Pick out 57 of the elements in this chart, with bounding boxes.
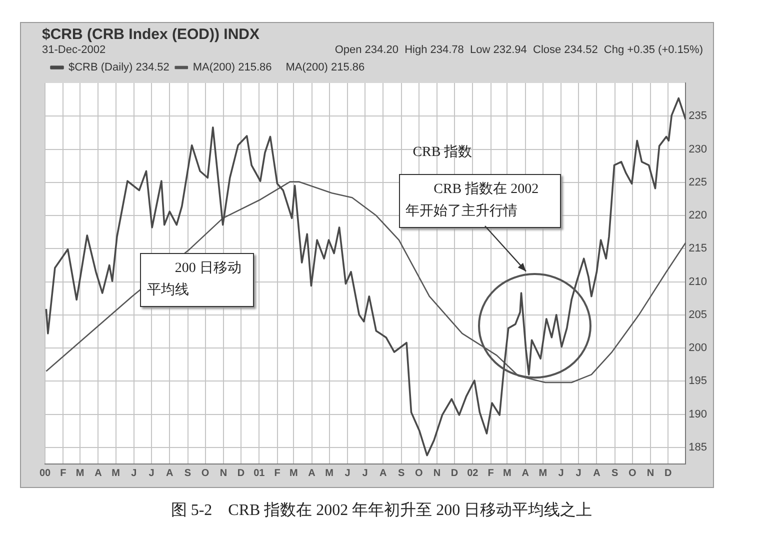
x-tick-label: F (274, 468, 280, 479)
y-tick-label: 230 (688, 143, 708, 156)
x-tick-label: A (380, 468, 387, 479)
x-tick-label: A (522, 468, 529, 479)
x-tick-label: 00 (39, 468, 51, 479)
y-tick-label: 205 (688, 308, 708, 321)
x-tick-label: M (112, 468, 120, 479)
x-tick-label: J (344, 468, 350, 479)
x-tick-label: A (593, 468, 600, 479)
annotation: CRB 指数 (412, 144, 472, 162)
x-tick-label: A (94, 468, 102, 479)
text: Open 234.20 High 234.78 Low 232.94 Close 234.52 Chg +0.35 (+0.15%) (334, 44, 703, 56)
x-tick-label: J (131, 468, 137, 479)
legend-label: $CRB (Daily) 234.52 (68, 62, 170, 74)
x-tick-label: J (362, 468, 368, 479)
x-tick-label: O (414, 468, 423, 479)
x-tick-label: S (184, 468, 192, 479)
x-tick-label: N (220, 468, 228, 479)
x-tick-label: O (201, 468, 210, 479)
chart-title: $CRB (CRB Index (EOD)) INDX (42, 26, 260, 43)
x-tick-label: J (576, 468, 582, 479)
x-tick-label: M (503, 468, 512, 479)
y-tick-label: 210 (688, 276, 708, 288)
x-tick-label: D (450, 468, 458, 479)
text: MA(200) 215.86 (286, 62, 365, 74)
y-tick-label: 215 (688, 242, 708, 255)
x-tick-label: D (237, 468, 245, 479)
x-tick-label: A (308, 468, 316, 479)
chart-subtitle: 31-Dec-2002 (42, 44, 106, 56)
x-tick-label: M (289, 468, 298, 479)
y-tick-label: 200 (688, 342, 708, 354)
legend-label: MA(200) 215.86 (192, 62, 272, 74)
x-tick-label: A (166, 468, 174, 479)
x-tick-label: D (664, 468, 672, 479)
x-tick-label: 01 (254, 468, 266, 479)
annotation: 200 日移动平均线 (140, 252, 254, 307)
x-tick-label: S (612, 468, 619, 479)
x-tick-label: O (628, 468, 637, 479)
x-tick-label: S (398, 468, 405, 479)
x-tick-label: F (488, 468, 494, 479)
y-tick-label: 220 (688, 210, 708, 222)
x-tick-label: M (325, 468, 334, 479)
y-tick-label: 195 (688, 375, 708, 388)
x-tick-label: J (558, 468, 564, 479)
caption: 图 5-2 CRB 指数在 2002 年年初升至 200 日移动平均线之上 (170, 500, 594, 521)
x-tick-label: N (433, 468, 441, 479)
y-tick-label: 225 (688, 176, 708, 188)
x-tick-label: J (148, 468, 154, 479)
y-tick-label: 185 (688, 441, 708, 454)
y-tick-label: 190 (688, 408, 708, 420)
x-tick-label: M (76, 468, 84, 479)
x-tick-label: M (538, 468, 548, 479)
x-tick-label: F (60, 468, 66, 479)
x-tick-label: N (646, 468, 654, 479)
x-tick-label: 02 (467, 468, 479, 479)
annotation: CRB 指数在 2002 年开始了主升行情 (398, 174, 561, 228)
y-tick-label: 235 (688, 110, 708, 122)
